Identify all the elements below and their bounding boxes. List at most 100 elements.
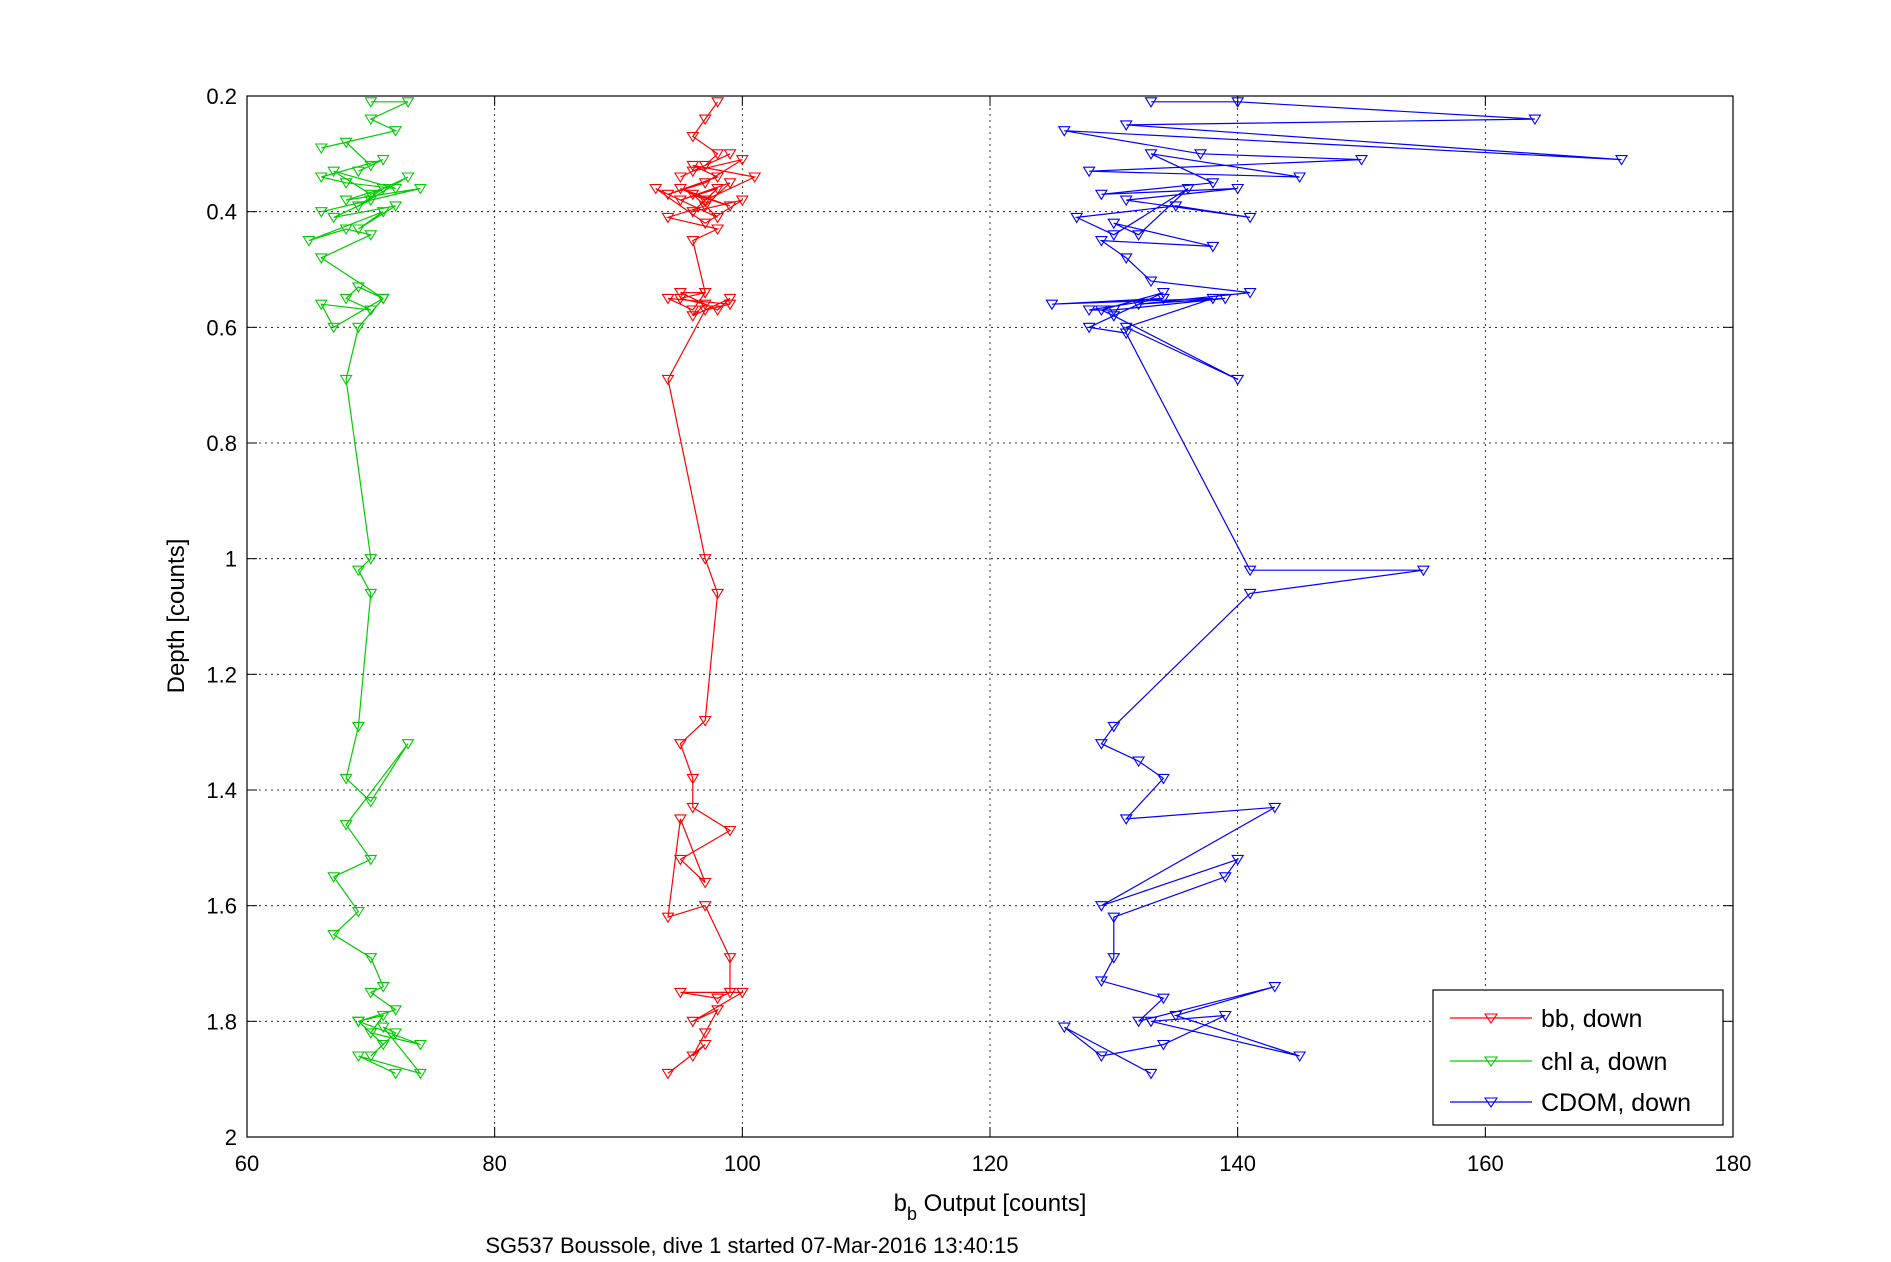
data-point [661,912,675,924]
data-point [364,588,378,600]
x-tick-labels: 60 80 100 120 140 160 180 [235,1151,1752,1176]
data-point [673,183,687,195]
data-point [723,149,737,160]
data-point [673,854,687,866]
data-point [351,282,365,293]
data-point [364,114,378,126]
x-axis-label-rest: Output [counts] [917,1190,1086,1217]
data-point [1107,230,1121,241]
series-1 [302,97,427,1080]
data-point [327,166,341,178]
data-point [661,212,675,224]
data-point [1144,276,1158,288]
data-point [698,178,712,189]
data-point [339,195,353,207]
data-point [413,1068,427,1080]
x-tick-label: 180 [1715,1151,1752,1176]
data-point [661,189,675,201]
data-point [376,982,390,993]
data-point [1243,565,1257,577]
legend-entry-bb: bb, down [1450,1005,1642,1033]
series-line [1051,101,1622,1074]
data-point [661,1068,675,1080]
data-point [351,1051,365,1063]
x-axis-label: bb Output [counts] [894,1190,1087,1224]
data-point [1181,183,1195,195]
data-point [698,114,712,126]
data-point [1218,872,1232,883]
data-point [351,1016,365,1028]
data-point [364,160,378,172]
data-point [1268,982,1282,993]
legend-marker-bb [1483,1013,1499,1024]
data-point [748,172,762,184]
data-point [1169,1010,1183,1022]
data-point [1119,195,1133,207]
x-tick-label: 160 [1467,1151,1504,1176]
y-tick-label: 1.6 [206,894,237,919]
data-point [711,97,725,108]
data-point [1107,305,1121,317]
data-point [673,293,687,305]
data-point [364,554,378,565]
x-tick-label: 140 [1219,1151,1256,1176]
data-point [389,183,403,195]
data-point [1132,230,1146,241]
data-point [711,1005,725,1016]
data-point [413,1039,427,1051]
data-point [686,189,700,201]
series-line [655,101,757,1074]
data-point [1231,183,1245,195]
data-point [1231,854,1245,866]
y-tick-label: 1.2 [206,662,237,687]
data-point [673,739,687,750]
data-point [364,854,378,866]
data-point [1094,739,1108,750]
data-point [314,253,328,264]
data-point [1156,288,1170,299]
data-point [339,773,353,785]
data-point [1107,721,1121,733]
legend-marker-chl-a [1483,1056,1499,1067]
series-0 [649,97,762,1080]
data-point [686,773,700,785]
data-point [314,207,328,218]
y-axis-label: Depth [counts] [163,539,190,694]
y-tick-labels: 0.2 0.4 0.6 0.8 1 1.2 1.4 1.6 1.8 2 [206,84,237,1150]
series-layer [302,97,1628,1080]
legend-label-chl-a: chl a, down [1541,1048,1667,1076]
data-point [1243,288,1257,299]
data-point [327,930,341,941]
data-point [673,172,687,184]
data-point [698,160,712,172]
data-point [686,1016,700,1028]
data-point [1268,802,1282,814]
data-point [661,374,675,386]
y-tick-label: 0.2 [206,84,237,109]
data-point [1206,293,1220,305]
caption: SG537 Boussole, dive 1 started 07-Mar-20… [485,1233,1018,1258]
data-point [1082,166,1096,178]
data-point [711,305,725,317]
data-point [1094,976,1108,987]
data-point [376,207,390,218]
data-point [1615,155,1628,166]
data-point [1194,149,1207,160]
data-point [1169,201,1183,212]
data-point [698,299,712,311]
data-point [698,305,712,317]
series-2 [1045,97,1628,1080]
data-point [1094,1051,1108,1063]
data-point [723,299,737,311]
data-point [723,987,737,999]
data-point [1107,311,1121,322]
data-point [389,1028,403,1039]
plot-area [247,96,1733,1137]
data-point [314,299,328,311]
y-tick-label: 1 [225,547,237,572]
data-point [401,97,415,108]
data-point [1132,299,1146,311]
data-point [364,305,378,317]
data-point [364,987,378,999]
